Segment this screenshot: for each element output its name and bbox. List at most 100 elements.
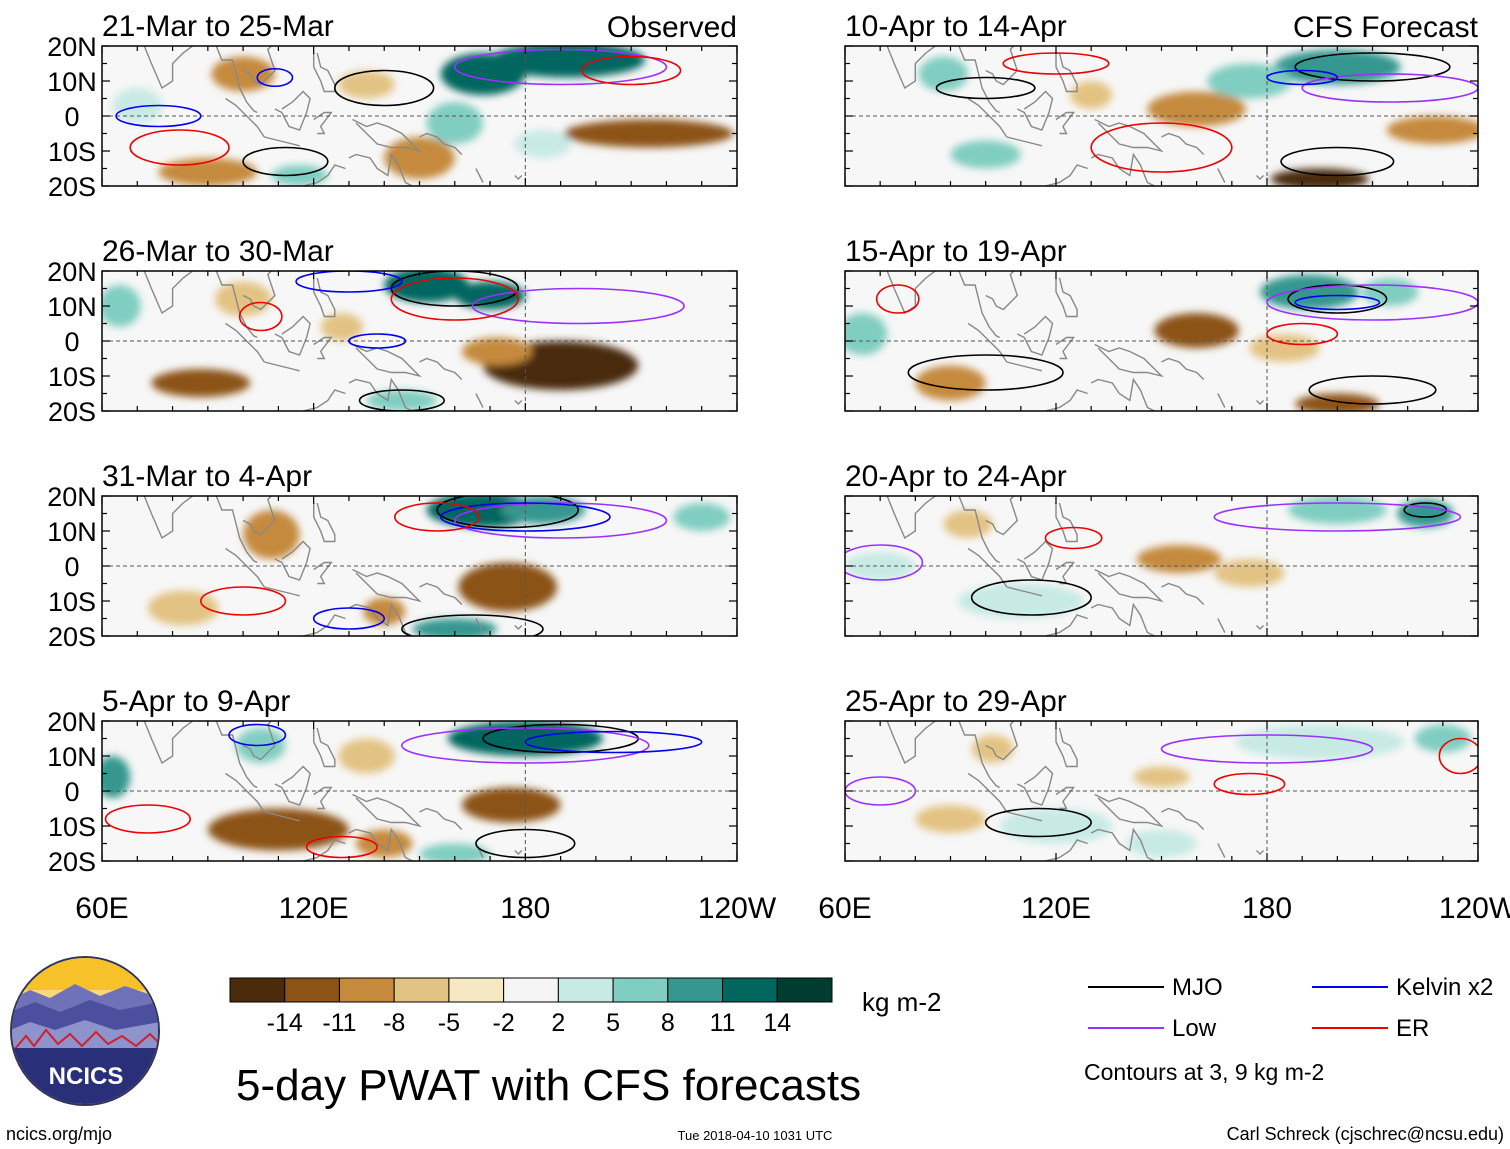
coastline <box>967 547 1008 588</box>
coastline <box>352 793 422 828</box>
coastline <box>215 46 258 114</box>
coastline <box>1016 765 1054 806</box>
coastline <box>313 52 336 93</box>
pwat-anomaly <box>363 597 406 626</box>
contour-er <box>1266 322 1339 346</box>
coastline <box>1090 152 1155 186</box>
pwat-anomaly <box>1235 724 1405 760</box>
contour-mjo <box>358 389 445 411</box>
coastline <box>313 336 333 360</box>
pwat-anomaly <box>356 829 413 858</box>
observed-label: Observed <box>607 11 737 44</box>
pwat-anomaly <box>514 130 572 158</box>
coastline <box>242 721 276 761</box>
pwat-anomaly <box>957 583 1085 619</box>
panel-period-label: 15-Apr to 19-Apr <box>845 235 1067 268</box>
pwat-anomaly <box>1154 313 1239 348</box>
pwat-anomaly <box>1070 81 1113 109</box>
coastline <box>419 807 463 830</box>
y-tick-label: 0 <box>64 552 79 582</box>
coastline <box>1256 625 1264 630</box>
coastline <box>514 175 523 180</box>
contour-kelvin <box>1266 69 1339 86</box>
legend-label: Low <box>1172 1015 1217 1042</box>
coastline <box>301 839 346 861</box>
map-panel: 20N 10N 0 10S 20S 5-Apr to 9-Apr <box>47 685 738 877</box>
contour-kelvin <box>312 607 386 630</box>
coastline <box>242 271 276 311</box>
y-tick-label: 20N <box>47 482 97 512</box>
coastline <box>1161 132 1205 155</box>
colorbar: -14 -11 -8 -5 -2 2 5 8 11 14 <box>229 977 833 1037</box>
coastline <box>419 582 463 605</box>
y-tick-label: 10S <box>48 587 96 617</box>
coastline <box>1016 540 1054 581</box>
coastline <box>1161 357 1205 380</box>
colorbar-tick-label: -11 <box>322 1009 356 1037</box>
y-tick-label: 0 <box>64 102 79 132</box>
website-link[interactable]: ncics.org/mjo <box>6 1124 112 1144</box>
coastline <box>419 357 463 380</box>
y-tick-label: 0 <box>64 777 79 807</box>
colorbar-swatch <box>612 977 669 1003</box>
coastline <box>313 727 336 768</box>
pwat-anomaly <box>564 119 734 148</box>
contour-kelvin <box>256 67 294 88</box>
coastline <box>886 46 937 90</box>
legend-label: ER <box>1396 1015 1429 1042</box>
coastline <box>1161 582 1205 605</box>
coastline <box>514 625 523 630</box>
coastline <box>1161 807 1205 830</box>
coastline <box>967 97 1008 138</box>
pwat-anomaly <box>112 88 162 123</box>
legend: MJO Kelvin x2 Low ER <box>1088 974 1493 1042</box>
coastline <box>215 271 258 339</box>
x-tick-label: 60E <box>75 892 128 925</box>
map-panel: 25-Apr to 29-Apr <box>844 685 1479 862</box>
pwat-anomaly <box>915 805 986 833</box>
pwat-anomaly <box>419 843 491 861</box>
pwat-anomaly <box>338 738 395 774</box>
colorbar-tick-label: -5 <box>438 1009 460 1037</box>
coastline <box>264 361 300 372</box>
contour-er <box>1090 122 1233 173</box>
coastline <box>348 827 413 861</box>
colorbar-swatch <box>722 977 778 1003</box>
contour-kelvin <box>524 730 703 754</box>
map-panel: 20N 10N 0 10S 20S 31-Mar to 4-Apr <box>47 460 738 652</box>
colorbar-tick-label: 2 <box>551 1009 565 1037</box>
colorbar-units: kg m-2 <box>862 987 941 1017</box>
pwat-anomaly <box>426 102 483 144</box>
coastline <box>274 90 311 131</box>
contour-mjo <box>1280 146 1395 177</box>
colorbar-swatch <box>557 977 614 1003</box>
x-axis-labels: 60E 120E 180 120W 60E 120E 180 120W <box>75 892 1510 925</box>
pwat-anomaly <box>412 618 498 636</box>
coastline <box>958 271 1001 339</box>
panel-period-label: 21-Mar to 25-Mar <box>102 10 334 43</box>
contour-low <box>845 776 917 806</box>
contour-er <box>104 804 191 834</box>
x-tick-label: 180 <box>1242 892 1292 925</box>
pwat-anomaly <box>918 56 969 92</box>
y-tick-label: 10N <box>47 742 97 772</box>
pwat-anomaly <box>1147 91 1246 127</box>
pwat-anomaly <box>950 140 1021 169</box>
coastline <box>1094 793 1164 828</box>
pwat-anomaly <box>1386 116 1478 144</box>
coastline <box>225 97 265 138</box>
coastline <box>1055 111 1076 135</box>
coastline <box>225 547 265 588</box>
contour-low <box>845 544 924 581</box>
contour-er <box>1044 526 1103 550</box>
contour-low <box>1301 73 1478 103</box>
coastline <box>1256 850 1264 855</box>
coastline <box>242 496 276 536</box>
pwat-anomaly <box>500 496 586 524</box>
coastline <box>419 132 463 155</box>
contour-er <box>1213 772 1286 796</box>
pwat-anomaly <box>1133 766 1190 788</box>
coastline <box>215 721 258 789</box>
y-tick-label: 20S <box>48 397 96 427</box>
